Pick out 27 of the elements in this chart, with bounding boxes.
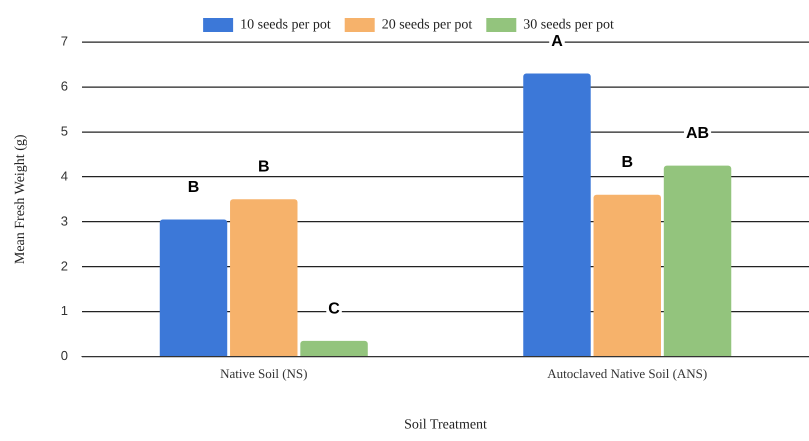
y-tick-label: 7 (60, 34, 68, 49)
y-tick-label: 0 (60, 348, 68, 364)
bar (230, 199, 298, 356)
y-axis-title: Mean Fresh Weight (g) (13, 134, 28, 264)
data-label: AB (686, 125, 710, 142)
y-tick-label: 6 (60, 78, 68, 94)
legend-label: 10 seeds per pot (240, 18, 331, 33)
x-tick-label: Native Soil (NS) (220, 366, 308, 381)
y-tick-label: 3 (60, 213, 68, 228)
data-label: B (258, 158, 270, 176)
y-tick-label: 5 (60, 123, 68, 138)
y-tick-label: 4 (60, 168, 68, 184)
bar (300, 340, 368, 356)
data-label: B (188, 178, 200, 196)
x-axis-title: Soil Treatment (404, 417, 488, 432)
data-label: A (551, 32, 564, 50)
y-tick-label: 1 (60, 303, 68, 318)
bar (523, 73, 591, 356)
data-label: C (328, 300, 340, 318)
data-label: B (621, 154, 634, 172)
bar (664, 166, 732, 356)
x-tick-label: Autoclaved Native Soil (ANS) (547, 366, 708, 381)
bar (594, 194, 661, 356)
bar (160, 220, 228, 356)
legend-label: 20 seeds per pot (382, 18, 472, 33)
legend-label: 30 seeds per pot (523, 18, 614, 33)
y-tick-label: 2 (60, 258, 68, 274)
